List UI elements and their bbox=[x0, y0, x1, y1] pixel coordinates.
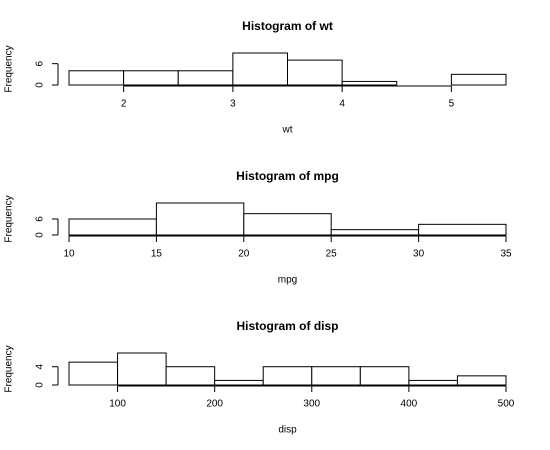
bar bbox=[68, 218, 157, 236]
bar bbox=[450, 73, 507, 86]
x-axis-label: wt bbox=[282, 125, 293, 136]
x-tick-label: 500 bbox=[498, 399, 515, 410]
x-tick-label: 400 bbox=[401, 399, 418, 410]
y-tick-label: 6 bbox=[35, 60, 46, 66]
histogram-panel: Histogram of disp 100 200 300 400 500 disp 0 4 Fr… bbox=[4, 319, 515, 435]
bar bbox=[123, 70, 179, 86]
chart-title: Histogram of mpg bbox=[236, 169, 339, 183]
x-tick-label: 35 bbox=[500, 249, 512, 260]
x-tick-label: 15 bbox=[151, 249, 163, 260]
bar bbox=[68, 361, 119, 386]
bar bbox=[214, 379, 264, 386]
y-axis-label: Frequency bbox=[4, 345, 15, 392]
bar bbox=[287, 59, 343, 86]
bar bbox=[330, 229, 420, 236]
histogram-panel: Histogram of mpg 10 15 20 25 30 35 mpg 0 6 Frequen… bbox=[4, 169, 512, 285]
y-tick-label: 0 bbox=[35, 382, 46, 388]
x-tick-label: 5 bbox=[449, 99, 455, 110]
x-tick-label: 100 bbox=[109, 399, 126, 410]
bar bbox=[117, 352, 167, 386]
bar bbox=[243, 213, 332, 236]
bar bbox=[456, 375, 507, 386]
x-tick-label: 2 bbox=[121, 99, 127, 110]
chart-title: Histogram of disp bbox=[236, 319, 338, 333]
y-axis-label: Frequency bbox=[4, 45, 15, 92]
bar bbox=[232, 52, 288, 86]
bar bbox=[418, 223, 507, 236]
bar bbox=[359, 366, 410, 386]
x-tick-label: 3 bbox=[230, 99, 236, 110]
bar bbox=[68, 70, 125, 86]
bar bbox=[408, 379, 458, 386]
bar bbox=[155, 202, 245, 236]
x-tick-label: 4 bbox=[339, 99, 345, 110]
y-tick-label: 4 bbox=[35, 363, 46, 369]
x-tick-label: 30 bbox=[413, 249, 425, 260]
x-tick-label: 25 bbox=[326, 249, 338, 260]
y-axis-label: Frequency bbox=[4, 195, 15, 242]
bar bbox=[262, 366, 313, 386]
x-tick-label: 300 bbox=[303, 399, 320, 410]
x-axis-label: mpg bbox=[278, 275, 297, 286]
x-tick-label: 20 bbox=[238, 249, 250, 260]
x-tick-label: 10 bbox=[63, 249, 75, 260]
bar bbox=[177, 70, 234, 86]
chart-title: Histogram of wt bbox=[242, 19, 333, 33]
x-tick-label: 200 bbox=[206, 399, 223, 410]
histogram-panel: Histogram of wt 2 3 4 5 wt 0 6 Frequency bbox=[4, 19, 507, 136]
y-tick-label: 0 bbox=[35, 232, 46, 238]
bar bbox=[165, 366, 216, 386]
x-axis-label: disp bbox=[278, 425, 297, 436]
y-tick-label: 0 bbox=[35, 82, 46, 88]
y-tick-label: 6 bbox=[35, 216, 46, 222]
bar bbox=[311, 366, 361, 386]
bar bbox=[341, 80, 398, 86]
